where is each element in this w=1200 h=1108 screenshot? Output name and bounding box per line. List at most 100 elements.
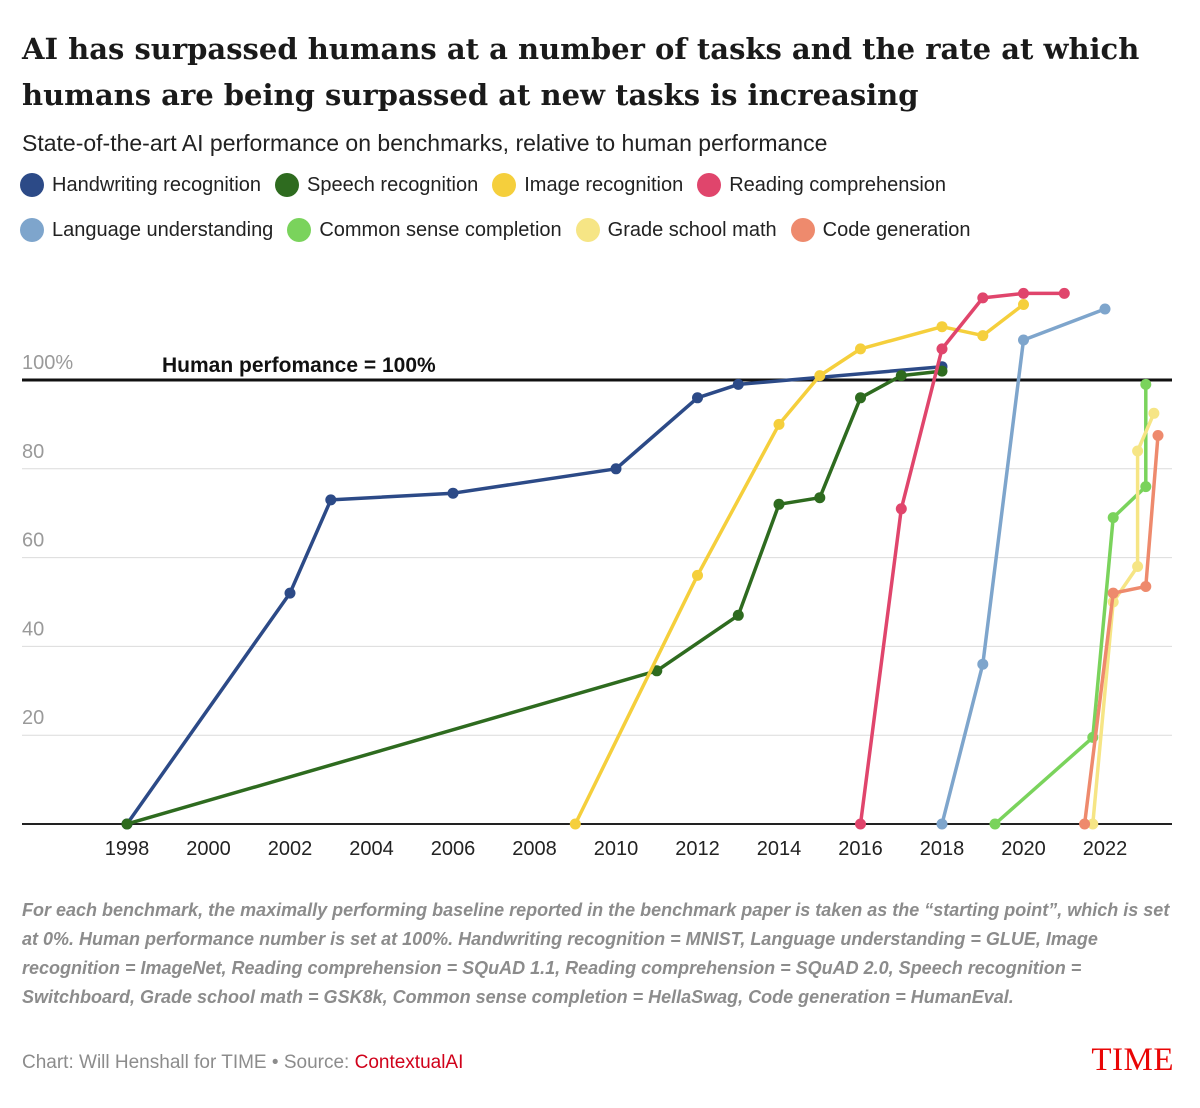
legend-item: Handwriting recognition (20, 172, 261, 198)
x-tick-label: 2020 (1001, 838, 1046, 860)
data-point (692, 569, 703, 581)
legend-item: Code generation (790, 217, 971, 243)
y-tick-label: 80 (22, 441, 44, 463)
y-tick-label: 40 (22, 618, 44, 640)
series-line (573, 302, 1026, 826)
data-point (1132, 445, 1144, 457)
x-tick-label: 2012 (675, 838, 720, 860)
legend-swatch (697, 173, 722, 197)
credit-source-label: Source: (283, 1052, 350, 1073)
legend-label: Language understanding (52, 218, 274, 241)
data-point (773, 418, 785, 430)
legend-swatch (20, 173, 44, 197)
data-point (855, 818, 866, 830)
legend-label: Code generation (822, 218, 971, 241)
data-point (989, 818, 1001, 830)
credit-separator: • (271, 1052, 279, 1073)
legend-label: Speech recognition (307, 173, 479, 196)
data-point (1018, 299, 1029, 310)
data-point (1140, 581, 1152, 592)
data-point (936, 343, 948, 355)
x-tick-label: 2008 (512, 838, 557, 860)
data-point (936, 321, 948, 333)
credit-author: Chart: Will Henshall for TIME (22, 1052, 267, 1073)
series-line (125, 364, 944, 826)
data-point (284, 587, 296, 599)
x-tick-label: 2002 (268, 838, 313, 860)
series-line (940, 307, 1107, 826)
data-point (1107, 587, 1119, 599)
data-point (732, 609, 744, 621)
data-point (814, 370, 826, 382)
data-point (977, 330, 989, 342)
x-tick-label: 2018 (920, 838, 965, 860)
legend-label: Grade school math (607, 218, 777, 241)
y-tick-label: 100% (22, 352, 73, 374)
data-point (1140, 378, 1152, 390)
y-tick-label: 60 (22, 530, 44, 552)
data-point (1152, 430, 1164, 441)
legend-label: Image recognition (524, 173, 684, 196)
x-tick-label: 2000 (186, 838, 231, 860)
data-point (895, 503, 907, 515)
chart-title: AI has surpassed humans at a number of t… (22, 32, 1140, 112)
data-point (447, 487, 459, 499)
series-line (125, 369, 944, 826)
x-tick-label: 2006 (431, 838, 476, 860)
data-point (1087, 818, 1099, 830)
legend-swatch (790, 218, 815, 242)
data-point (1148, 407, 1160, 419)
data-point (1058, 287, 1070, 299)
data-point (732, 378, 744, 390)
chart-subtitle: State-of-the-art AI performance on bench… (22, 130, 828, 156)
data-point (1132, 561, 1144, 572)
legend-item: Reading comprehension (697, 172, 946, 198)
legend-item: Grade school math (575, 217, 777, 243)
legend-label: Common sense completion (319, 218, 562, 241)
series-line (993, 382, 1148, 826)
x-tick-label: 1998 (105, 838, 150, 860)
line-chart: 100% 80 60 40 20 1998 2000 2002 2004 2006 2008 2010… (22, 287, 1172, 860)
data-point (855, 392, 866, 404)
series-line (858, 291, 1067, 826)
x-tick-label: 2022 (1083, 838, 1128, 860)
x-tick-label: 2010 (594, 838, 639, 860)
y-tick-label: 20 (22, 707, 44, 729)
legend-item: Image recognition (492, 172, 683, 198)
data-point (1107, 512, 1119, 524)
data-point (855, 343, 866, 355)
human-performance-label: Human perfomance = 100% (162, 354, 436, 377)
legend-swatch (575, 218, 600, 242)
data-point (773, 498, 785, 510)
chart-footnote: For each benchmark, the maximally perfor… (22, 900, 1170, 1007)
legend-swatch (492, 173, 517, 197)
data-point (1099, 303, 1111, 315)
data-point (814, 492, 826, 504)
data-point (977, 292, 989, 304)
legend-label: Handwriting recognition (52, 173, 262, 196)
legend-item: Language understanding (20, 217, 273, 243)
credit-source-link[interactable]: ContextualAI (354, 1052, 464, 1073)
legend-swatch (20, 218, 44, 242)
series-line (1082, 433, 1160, 826)
legend-item: Speech recognition (275, 172, 478, 198)
data-point (1018, 334, 1029, 346)
data-point (1140, 481, 1152, 493)
data-point (1018, 287, 1029, 299)
data-point (977, 658, 989, 670)
data-point (895, 370, 907, 382)
data-point (569, 818, 581, 830)
data-point (936, 818, 948, 830)
chart-legend: Handwriting recognition Speech recognitio… (20, 172, 1180, 243)
legend-swatch (287, 218, 312, 242)
data-point (651, 665, 663, 677)
legend-item: Common sense completion (287, 217, 562, 243)
data-point (1079, 818, 1091, 830)
time-logo: TIME (1091, 1042, 1174, 1078)
data-point (121, 818, 133, 830)
chart-credit: Chart: Will Henshall for TIME • Source: … (22, 1052, 463, 1074)
x-tick-label: 2014 (757, 838, 802, 860)
x-tick-label: 2004 (349, 838, 394, 860)
data-point (610, 463, 622, 475)
data-point (692, 392, 703, 404)
